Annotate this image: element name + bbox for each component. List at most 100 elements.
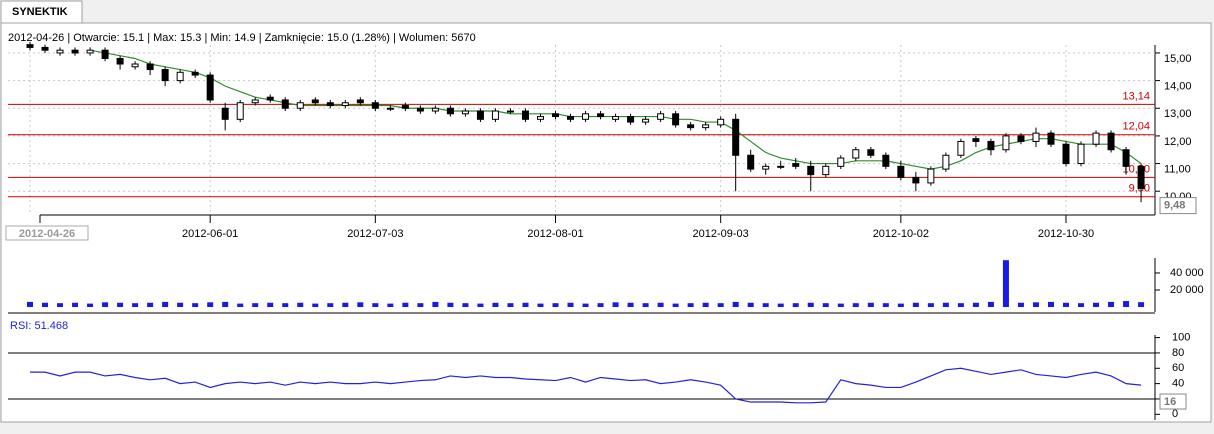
candle-body	[867, 149, 875, 156]
candle-body	[927, 168, 935, 184]
volume-bar	[792, 303, 799, 307]
volume-bar	[522, 302, 529, 307]
y-tick-label: 11,00	[1164, 163, 1191, 175]
candle-body	[221, 107, 229, 120]
volume-bar	[72, 302, 79, 307]
candle-body	[296, 102, 304, 109]
candle-body	[897, 165, 905, 178]
x-tick-label: 2012-04-26	[19, 228, 75, 240]
candle-body	[627, 116, 635, 123]
volume-bar	[897, 303, 904, 307]
level-label: 12,04	[1122, 121, 1150, 133]
rsi-tick-label: 100	[1172, 332, 1190, 344]
rsi-tick-label: 60	[1172, 362, 1184, 374]
volume-bar	[867, 302, 874, 307]
candle-body	[326, 102, 334, 106]
volume-bar	[882, 303, 889, 307]
volume-bar	[807, 302, 814, 307]
rsi-marker-box	[1159, 393, 1187, 410]
volume-bar	[747, 302, 754, 307]
volume-bar	[252, 303, 259, 307]
volume-bar	[417, 303, 424, 307]
volume-bar	[912, 302, 919, 307]
candle-body	[146, 63, 154, 71]
candle-body	[882, 154, 890, 167]
volume-bar	[342, 302, 349, 307]
candle-body	[236, 102, 244, 120]
volume-bar	[312, 303, 319, 307]
volume-tick-label: 20 000	[1170, 284, 1204, 296]
volume-bar	[627, 302, 634, 307]
volume-bar	[537, 303, 544, 307]
candle-body	[762, 165, 770, 170]
candle-body	[822, 165, 830, 176]
candle-body	[251, 99, 259, 104]
volume-bar	[357, 302, 364, 307]
candle-body	[612, 116, 620, 120]
candle-body	[266, 96, 274, 101]
panel	[0, 22, 1212, 423]
tab-label[interactable]: SYNEKTIK	[12, 6, 68, 18]
candle-body	[446, 107, 454, 115]
volume-tick-label: 40 000	[1170, 267, 1204, 279]
candle-body	[717, 118, 725, 126]
rsi-tick-label: 80	[1172, 347, 1184, 359]
candle-body	[567, 116, 575, 120]
volume-bar	[672, 303, 679, 307]
candle-body	[536, 116, 544, 120]
volume-bar	[612, 302, 619, 307]
candle-body	[416, 107, 424, 112]
rsi-tick-label: 0	[1172, 408, 1178, 420]
volume-bar	[402, 302, 409, 307]
last-price-label: 9,48	[1164, 200, 1185, 212]
last-price-box	[1159, 197, 1197, 215]
y-tick-label: 14,00	[1164, 81, 1192, 93]
volume-bar	[597, 303, 604, 307]
volume-bar	[972, 302, 979, 307]
volume-bar	[732, 301, 739, 307]
volume-bar	[1078, 303, 1085, 307]
candle-body	[356, 99, 364, 104]
candle-body	[491, 110, 499, 120]
volume-bar	[102, 302, 109, 307]
volume-bar	[687, 303, 694, 307]
candle-body	[942, 154, 950, 170]
volume-bar	[657, 302, 664, 307]
volume-bar	[717, 303, 724, 307]
candle-body	[642, 118, 650, 123]
info-line: 2012-04-26 | Otwarcie: 15.1 | Max: 15.3 …	[8, 32, 476, 44]
volume-bar	[387, 303, 394, 307]
candle-body	[521, 110, 529, 120]
candle-body	[161, 69, 169, 82]
volume-bar	[237, 303, 244, 307]
candle-body	[461, 110, 469, 115]
volume-bar	[942, 302, 949, 307]
candle-body	[702, 124, 710, 129]
candle-body	[191, 71, 199, 76]
candle-body	[1137, 165, 1145, 189]
candle-body	[972, 138, 980, 142]
volume-bar	[132, 303, 139, 307]
candle-body	[687, 124, 695, 129]
candle-body	[101, 49, 109, 59]
candle-body	[1002, 135, 1010, 151]
volume-bar	[27, 301, 33, 307]
x-tick-label: 2012-10-30	[1038, 228, 1094, 240]
candle-body	[476, 110, 484, 120]
candle-body	[371, 102, 379, 109]
volume-bar	[372, 303, 379, 307]
candle-body	[1062, 143, 1070, 165]
volume-bar	[87, 303, 94, 307]
volume-bar	[1002, 260, 1009, 307]
candle-body	[777, 165, 785, 168]
volume-bar	[147, 302, 154, 307]
volume-bar	[477, 303, 484, 307]
candle-body	[1077, 143, 1085, 165]
candle-body	[1017, 135, 1025, 142]
candle-body	[552, 113, 560, 118]
candle-body	[116, 57, 124, 65]
volume-bar	[207, 302, 214, 307]
candle-body	[386, 107, 394, 110]
volume-bar	[162, 301, 169, 307]
